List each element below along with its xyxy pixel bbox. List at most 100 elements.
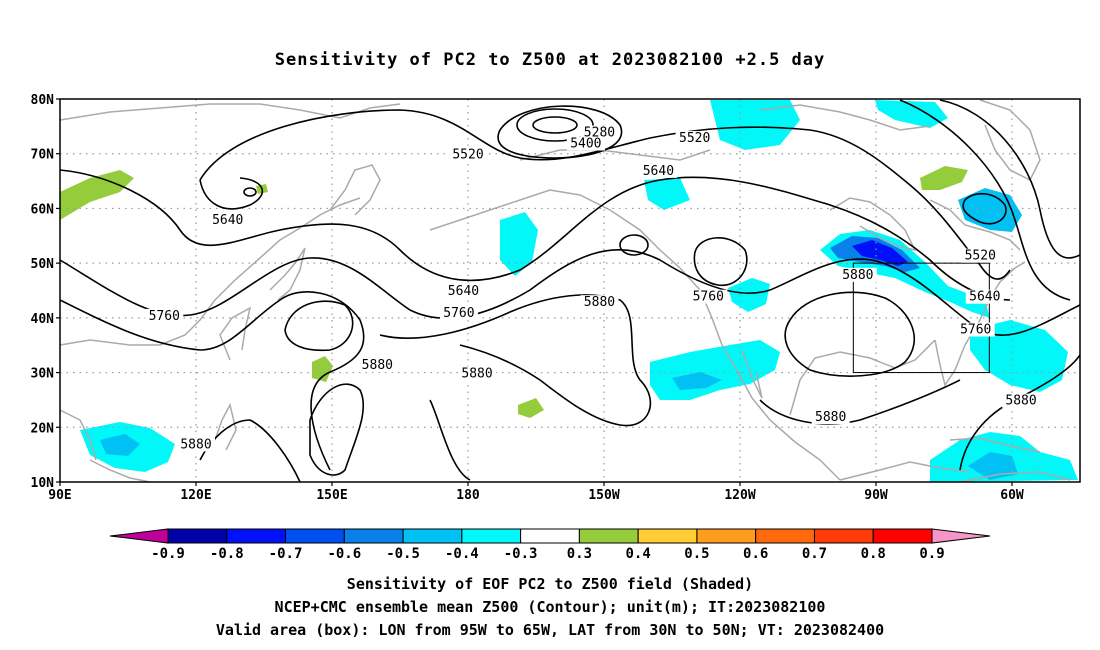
lon-tick-label: 150W	[588, 488, 619, 503]
contour-5880-mexico	[759, 379, 961, 425]
shade-hudson-east	[920, 166, 968, 190]
contour-5280-low	[516, 108, 594, 142]
contour-label-bg	[449, 147, 487, 162]
lat-tick-label: 70N	[31, 148, 55, 163]
lat-tick-label: 60N	[31, 202, 55, 217]
colorbar-swatch	[226, 528, 287, 544]
contour-alaska-low	[619, 234, 649, 256]
contour-5880-pacific	[379, 294, 652, 427]
map-title: Sensitivity of PC2 to Z500 at 2023082100…	[274, 50, 826, 70]
lon-tick-label: 60W	[1000, 488, 1024, 503]
caption-line-3: Valid area (box): LON from 95W to 65W, L…	[215, 621, 885, 639]
contour-label-bg	[956, 322, 995, 337]
colorbar-label: 0.9	[919, 546, 944, 562]
contour-label-bg	[965, 289, 1004, 304]
colorbar: -0.9 -0.8 -0.7 -0.6 -0.5 -0.4 -0.3 0.3 0.4 0.5 0.6…	[109, 528, 991, 562]
lon-tick-label: 120W	[724, 488, 755, 503]
contour-5880-us-high	[784, 291, 916, 377]
shade-gulf-coast-inner	[672, 372, 722, 390]
shade-greenland	[710, 100, 800, 150]
contour-5520-lobe	[199, 177, 264, 210]
contour-label-bg	[458, 366, 497, 381]
colorbar-label: -0.4	[445, 546, 479, 562]
colorbar-label: 0.8	[861, 546, 886, 562]
colorbar-label: -0.9	[151, 546, 185, 562]
contour-label: 5880	[842, 268, 873, 283]
coast-florida	[934, 339, 966, 387]
contour-label: 5760	[693, 290, 724, 305]
contour-5520-west	[199, 109, 1011, 280]
contour-label: 5880	[1005, 394, 1036, 409]
contour-pacific-ring	[693, 237, 748, 286]
colorbar-swatch	[343, 528, 404, 544]
coast-arctic-islands	[759, 104, 931, 131]
contour-label-bg	[580, 125, 619, 140]
lon-tick-label: 150E	[316, 488, 347, 503]
shade-pacific-nw	[500, 212, 538, 276]
coast-north-america-west	[679, 267, 841, 481]
lat-tick-label: 10N	[31, 476, 55, 491]
contour-canada-east	[939, 99, 1080, 259]
coast-east-asia	[60, 197, 361, 346]
coast-alaska-north	[519, 149, 711, 161]
lat-tick-label: 40N	[31, 312, 55, 327]
coast-south-america	[959, 471, 1071, 482]
colorbar-swatch	[813, 528, 874, 544]
contour-labrador-low	[962, 192, 1007, 225]
colorbar-swatch	[578, 528, 639, 544]
shade-central-asia	[60, 170, 134, 220]
coast-labrador	[929, 199, 1021, 251]
contour-5880-asia	[60, 291, 365, 471]
coast-central-america	[839, 461, 971, 481]
coast-caribbean-islands	[949, 437, 1041, 453]
contour-label: 5400	[570, 137, 601, 152]
shade-southeast-asia-inner	[100, 434, 140, 456]
shade-alaska-south	[644, 178, 690, 210]
contour-label: 5520	[965, 249, 996, 264]
shade-western-us	[728, 278, 770, 312]
contour-5640	[60, 169, 1011, 301]
coast-hudson	[829, 197, 917, 252]
contour-label-bg	[689, 289, 728, 304]
contour-label: 5760	[443, 306, 474, 321]
colorbar-swatch	[637, 528, 698, 544]
contour-label-bg	[439, 306, 478, 321]
coast-asia-north	[60, 103, 401, 121]
caption-line-2: NCEP+CMC ensemble mean Z500 (Contour); u…	[274, 598, 826, 616]
contour-label: 5880	[362, 358, 393, 373]
coast-indochina	[89, 459, 151, 482]
colorbar-swatch	[285, 528, 345, 544]
shade-great-lakes-core	[852, 240, 908, 266]
contour-label-bg	[961, 248, 1000, 263]
contour-label: 5880	[815, 410, 846, 425]
lon-tick-label: 120E	[180, 488, 211, 503]
contour-label-bg	[838, 267, 877, 282]
contour-label-bg	[145, 308, 184, 323]
coast-india	[60, 409, 97, 461]
coast-japan	[269, 247, 306, 301]
z500-contours	[60, 99, 1080, 482]
contour-5760	[60, 249, 1080, 336]
shade-western-atlantic	[970, 320, 1068, 392]
contour-label: 5880	[180, 437, 211, 452]
coast-korea-china	[219, 306, 252, 361]
coast-alaska	[429, 189, 681, 269]
contour-asia-cutoff	[284, 300, 354, 352]
contour-label-bg	[566, 136, 605, 151]
contour-label-bg	[639, 163, 678, 178]
contour-label-bg	[208, 213, 247, 228]
colorbar-swatch	[755, 528, 815, 544]
contour-label-bg	[358, 358, 397, 373]
coast-greenland	[979, 99, 1041, 182]
colorbar-swatch	[167, 528, 228, 544]
contour-label: 5640	[643, 164, 674, 179]
contour-label-bg	[580, 295, 619, 310]
shade-west-pacific	[312, 356, 333, 382]
colorbar-swatch	[872, 528, 933, 544]
contour-label: 5520	[679, 131, 710, 146]
valid-area-box	[852, 262, 990, 374]
contour-5880-west-pacific-high	[309, 383, 365, 476]
map-grid	[60, 99, 1080, 482]
